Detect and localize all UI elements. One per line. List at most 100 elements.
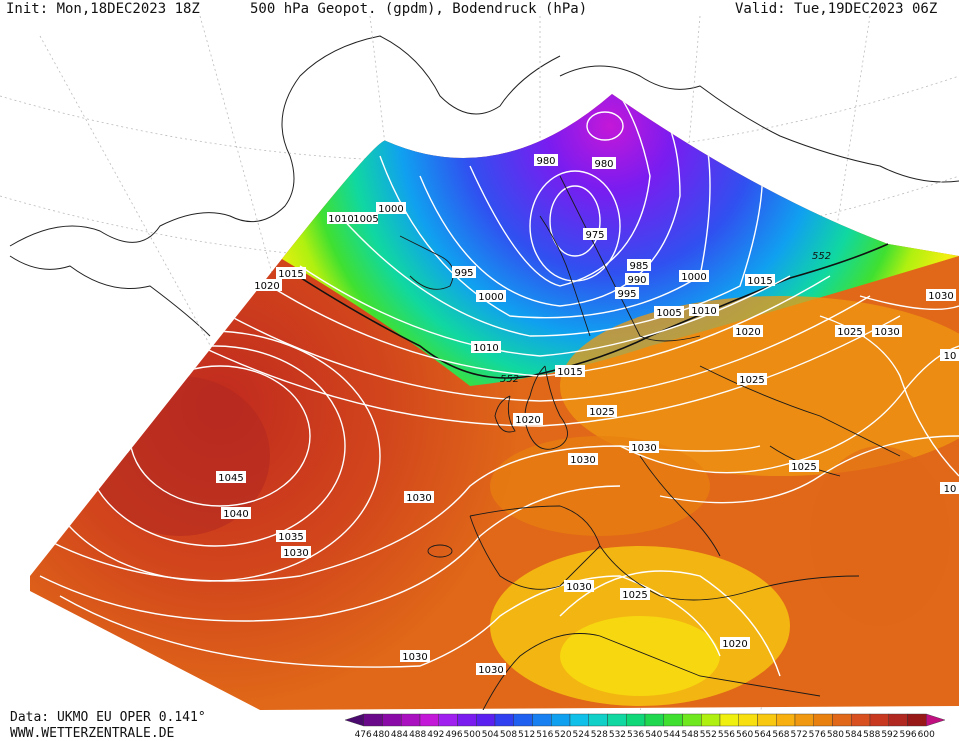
legend-swatch — [588, 713, 608, 727]
isobar-label: 1000 — [376, 202, 406, 215]
isobar-label: 1030 — [476, 663, 506, 676]
isobar-label: 1015 — [555, 365, 585, 378]
legend-tick-label: 512 — [518, 730, 536, 740]
isobar-label: 1020 — [733, 325, 763, 338]
legend-tick-label: 548 — [681, 730, 699, 740]
svg-text:10: 10 — [944, 484, 957, 495]
legend-tick-label: 552 — [699, 730, 717, 740]
legend-swatch — [794, 713, 814, 727]
legend-tick-label: 540 — [645, 730, 663, 740]
isobar-label: 1035 — [276, 530, 306, 543]
legend-swatch — [532, 713, 552, 727]
svg-text:1035: 1035 — [278, 532, 303, 543]
svg-text:1030: 1030 — [928, 291, 953, 302]
website-link[interactable]: WWW.WETTERZENTRALE.DE — [10, 726, 175, 741]
svg-text:1040: 1040 — [223, 509, 248, 520]
isobar-label: 1000 — [679, 270, 709, 283]
legend-swatch — [701, 713, 721, 727]
isobar-label: 980 — [534, 154, 558, 167]
legend-tick-label: 504 — [481, 730, 499, 740]
legend-swatch — [869, 713, 889, 727]
legend-tick-label: 476 — [354, 730, 372, 740]
color-legend-bar — [344, 713, 946, 727]
svg-text:10: 10 — [944, 351, 957, 362]
svg-text:1030: 1030 — [566, 582, 591, 593]
svg-text:1025: 1025 — [739, 375, 764, 386]
svg-text:1025: 1025 — [791, 462, 816, 473]
legend-tick-label: 484 — [390, 730, 409, 740]
legend-tick-label: 596 — [899, 730, 917, 740]
svg-text:1010: 1010 — [328, 214, 353, 225]
legend-swatch — [926, 713, 946, 727]
isobar-label: 1005 — [353, 212, 379, 225]
legend-tick-label: 480 — [372, 730, 390, 740]
isobar-label: 990 — [625, 273, 649, 286]
isobar-label: 1015 — [276, 267, 306, 280]
legend-tick-label: 584 — [845, 730, 863, 740]
legend-tick-label: 580 — [826, 730, 845, 740]
svg-text:1030: 1030 — [406, 493, 431, 504]
legend-swatch — [363, 713, 383, 727]
legend-swatch — [401, 713, 421, 727]
svg-text:1005: 1005 — [656, 308, 681, 319]
legend-tick-label: 564 — [754, 730, 772, 740]
legend-swatch — [382, 713, 402, 727]
isobar-label: 1025 — [587, 405, 617, 418]
isobar-label: 1025 — [737, 373, 767, 386]
legend-swatch — [776, 713, 796, 727]
svg-text:552: 552 — [812, 251, 831, 262]
isobar-label: 995 — [615, 287, 639, 300]
legend-swatch — [682, 713, 702, 727]
isobar-label: 1010 — [471, 341, 501, 354]
isobar-label: 980 — [592, 157, 616, 170]
isobar-label: 1025 — [835, 325, 865, 338]
svg-text:1030: 1030 — [631, 443, 656, 454]
legend-swatch — [719, 713, 739, 727]
isobar-label: 995 — [452, 266, 476, 279]
svg-text:1025: 1025 — [837, 327, 862, 338]
svg-text:1025: 1025 — [622, 590, 647, 601]
legend-swatch — [344, 713, 364, 727]
legend-tick-label: 572 — [790, 730, 808, 740]
isobar-label: 1030 — [281, 546, 311, 559]
svg-text:1015: 1015 — [278, 269, 303, 280]
isobar-label: 1015 — [745, 274, 775, 287]
isobar-label: 10 — [940, 482, 959, 495]
svg-text:552: 552 — [500, 374, 519, 385]
legend-swatch — [757, 713, 777, 727]
svg-text:1000: 1000 — [478, 292, 503, 303]
svg-text:1015: 1015 — [557, 367, 582, 378]
isobar-label: 1040 — [221, 507, 251, 520]
legend-swatch — [569, 713, 589, 727]
header-bar: Init: Mon,18DEC2023 18Z 500 hPa Geopot. … — [0, 0, 959, 20]
legend-swatch — [888, 713, 908, 727]
legend-swatch — [551, 713, 571, 727]
isobar-label: 1030 — [400, 650, 430, 663]
svg-text:980: 980 — [594, 159, 613, 170]
legend-tick-label: 532 — [608, 730, 627, 740]
legend-swatch — [851, 713, 871, 727]
isobar-labels: 980 980 975 1000 1010 1005 995 1000 985 … — [216, 154, 959, 676]
svg-text:1030: 1030 — [478, 665, 503, 676]
svg-text:990: 990 — [627, 275, 646, 286]
coastlines — [399, 175, 901, 710]
svg-text:995: 995 — [617, 289, 636, 300]
svg-text:1000: 1000 — [681, 272, 706, 283]
legend-swatch — [457, 713, 477, 727]
legend-tick-label: 544 — [663, 730, 681, 740]
weather-map: 980 980 975 1000 1010 1005 995 1000 985 … — [0, 16, 959, 710]
init-time: Init: Mon,18DEC2023 18Z — [6, 1, 200, 17]
isobar-label: 1010 — [689, 304, 719, 317]
svg-text:1045: 1045 — [218, 473, 243, 484]
legend-tick-label: 488 — [409, 730, 427, 740]
legend-swatch — [513, 713, 533, 727]
legend-swatch — [644, 713, 664, 727]
isobar-label: 1025 — [789, 460, 819, 473]
isobar-label: 10 — [940, 349, 959, 362]
isobar-label: 1020 — [513, 413, 543, 426]
svg-text:1020: 1020 — [515, 415, 540, 426]
legend-tick-label: 560 — [736, 730, 754, 740]
isobar-label: 1020 — [720, 637, 750, 650]
legend-tick-label: 524 — [572, 730, 590, 740]
legend-tick-label: 568 — [772, 730, 790, 740]
